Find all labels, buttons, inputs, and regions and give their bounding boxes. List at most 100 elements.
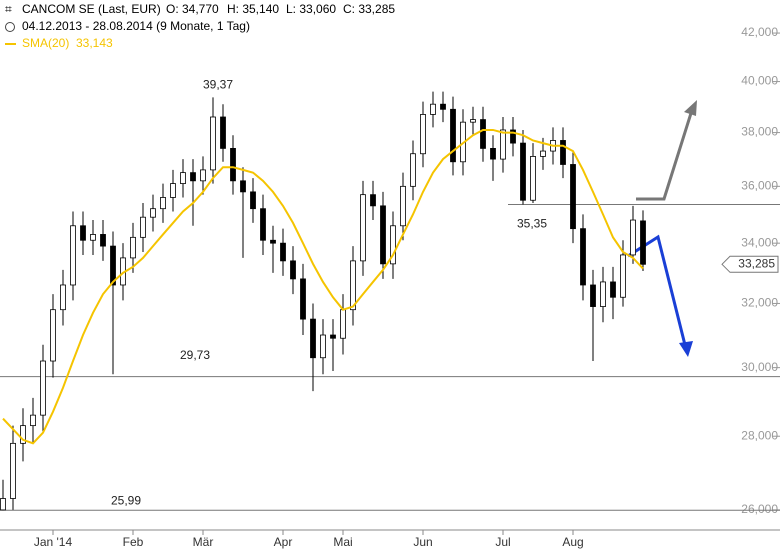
candle-body bbox=[280, 242, 286, 262]
y-tick-label: 34,000 bbox=[741, 235, 778, 249]
candle-body bbox=[520, 142, 526, 201]
candle-body bbox=[190, 172, 196, 182]
x-tick-label: Feb bbox=[123, 535, 144, 549]
legend-value: 33,143 bbox=[76, 36, 113, 50]
candle-body bbox=[630, 219, 636, 256]
candle-body bbox=[470, 119, 476, 123]
x-tick-label: Mai bbox=[333, 535, 352, 549]
clock-icon bbox=[5, 22, 15, 32]
y-tick-label: 38,000 bbox=[741, 125, 778, 139]
candle-body bbox=[260, 208, 266, 241]
ohlc-label: H: 35,140 bbox=[227, 2, 279, 16]
x-tick-label: Jun bbox=[413, 535, 432, 549]
candle-body bbox=[140, 216, 146, 238]
x-tick-label: Jan '14 bbox=[34, 535, 73, 549]
candle-body bbox=[350, 260, 356, 311]
x-tick-label: Apr bbox=[274, 535, 293, 549]
candle-body bbox=[530, 156, 536, 201]
candle-body bbox=[20, 425, 26, 444]
annotation: 35,35 bbox=[517, 217, 547, 231]
candle-body bbox=[160, 197, 166, 210]
candle-body bbox=[450, 108, 456, 163]
y-tick-label: 36,000 bbox=[741, 179, 778, 193]
y-tick-label: 26,000 bbox=[741, 502, 778, 516]
candles bbox=[0, 91, 646, 511]
y-tick-label: 32,000 bbox=[741, 296, 778, 310]
legend-label: SMA(20) bbox=[22, 36, 69, 50]
candle-body bbox=[170, 183, 176, 198]
y-tick-label: 30,000 bbox=[741, 360, 778, 374]
y-tick-label: 40,000 bbox=[741, 74, 778, 88]
arrow-up bbox=[636, 109, 694, 201]
candle-body bbox=[390, 225, 396, 265]
candle-body bbox=[420, 114, 426, 155]
candle-body bbox=[490, 148, 496, 160]
arrow-head bbox=[684, 100, 697, 116]
candle-body bbox=[270, 239, 276, 244]
x-tick-label: Mär bbox=[193, 535, 214, 549]
arrow-head bbox=[679, 341, 693, 357]
candle-body bbox=[620, 254, 626, 298]
candle-body bbox=[540, 150, 546, 157]
candle-body bbox=[250, 191, 256, 210]
candle-body bbox=[200, 169, 206, 182]
candle-body bbox=[90, 234, 96, 241]
candle-body bbox=[50, 309, 56, 362]
candle-icon: ⌗ bbox=[5, 2, 12, 16]
candle-body bbox=[510, 129, 516, 144]
candle-body bbox=[60, 284, 66, 311]
candle-body bbox=[110, 245, 116, 286]
last-price-label: 33,285 bbox=[738, 256, 775, 270]
header: ⌗ CANCOM SE (Last, EUR) O: 34,770 H: 35,… bbox=[5, 2, 395, 50]
candle-body bbox=[580, 228, 586, 286]
candle-body bbox=[30, 414, 36, 427]
candle-body bbox=[330, 334, 336, 339]
candle-body bbox=[440, 103, 446, 110]
candle-body bbox=[590, 284, 596, 307]
arrows bbox=[627, 100, 697, 357]
candle-body bbox=[400, 185, 406, 227]
annotation: 29,73 bbox=[180, 348, 210, 362]
candle-body bbox=[290, 260, 296, 280]
candle-body bbox=[610, 281, 616, 298]
candle-body bbox=[220, 116, 226, 149]
candle-body bbox=[70, 225, 76, 286]
candle-body bbox=[230, 148, 236, 182]
candle-body bbox=[210, 116, 216, 171]
sma-line bbox=[2, 128, 644, 445]
candle-body bbox=[310, 318, 316, 359]
candle-body bbox=[320, 334, 326, 359]
candle-body bbox=[240, 180, 246, 193]
candle-body bbox=[500, 129, 506, 160]
candle-body bbox=[10, 442, 16, 499]
candle-body bbox=[340, 309, 346, 339]
candle-body bbox=[100, 234, 106, 247]
candle-body bbox=[640, 220, 646, 265]
candle-body bbox=[150, 208, 156, 218]
x-tick-label: Aug bbox=[562, 535, 583, 549]
ohlc-label: O: 34,770 bbox=[166, 2, 219, 16]
candle-body bbox=[570, 164, 576, 230]
candle-body bbox=[0, 498, 6, 511]
candle-body bbox=[40, 360, 46, 416]
candle-body bbox=[380, 205, 386, 265]
last-price-badge bbox=[721, 255, 779, 273]
subtitle: 04.12.2013 - 28.08.2014 (9 Monate, 1 Tag… bbox=[22, 19, 250, 33]
candle-body bbox=[180, 172, 186, 184]
annotation: 25,99 bbox=[111, 493, 141, 507]
candle-body bbox=[370, 194, 376, 207]
candle-body bbox=[430, 103, 436, 115]
candle-body bbox=[300, 278, 306, 320]
candle-body bbox=[560, 140, 566, 165]
y-tick-label: 28,000 bbox=[741, 428, 778, 442]
candle-body bbox=[600, 281, 606, 307]
chart-title: CANCOM SE (Last, EUR) bbox=[22, 2, 161, 16]
candle-body bbox=[480, 119, 486, 149]
x-tick-label: Jul bbox=[495, 535, 510, 549]
y-tick-label: 42,000 bbox=[741, 25, 778, 39]
annotation: 39,37 bbox=[203, 78, 233, 92]
candle-body bbox=[410, 153, 416, 187]
candle-body bbox=[360, 194, 366, 262]
